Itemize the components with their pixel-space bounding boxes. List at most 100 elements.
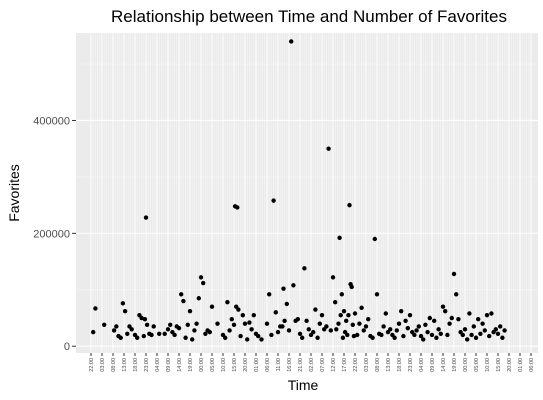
data-point <box>198 275 204 280</box>
data-point <box>374 292 380 297</box>
x-tick-label: 04:00 <box>155 358 161 372</box>
x-tick-label: 19:00 <box>452 358 458 372</box>
data-point <box>297 331 303 337</box>
data-point <box>125 331 130 337</box>
data-point <box>259 337 264 342</box>
data-point <box>168 322 173 327</box>
data-point <box>236 307 241 312</box>
x-tick-label: 07:00 <box>320 358 326 372</box>
data-point <box>352 311 358 316</box>
data-point <box>142 316 148 322</box>
x-tick-label: 13:00 <box>122 358 128 372</box>
x-axis: 22:00 03:00 08:00 13:00 18:00 23:00 04:00 09:00… <box>89 353 535 372</box>
data-point <box>407 312 413 318</box>
data-point <box>311 329 316 335</box>
data-point <box>498 324 503 329</box>
data-point <box>421 337 426 342</box>
x-tick-label: 18:00 <box>133 358 139 372</box>
data-point <box>357 321 362 326</box>
x-axis-title: Time <box>288 377 319 393</box>
x-tick-label: 05:00 <box>474 358 480 372</box>
data-point <box>363 324 369 329</box>
data-point <box>502 328 507 333</box>
data-point <box>172 332 177 338</box>
data-point <box>176 325 182 331</box>
data-point <box>203 331 208 337</box>
data-point <box>273 310 278 315</box>
data-point <box>478 331 483 337</box>
data-point <box>460 332 465 338</box>
data-point <box>333 300 338 305</box>
data-point <box>245 337 250 342</box>
data-point <box>151 324 156 329</box>
data-point <box>235 205 240 210</box>
x-tick-label: 00:00 <box>463 358 469 372</box>
data-point <box>418 333 424 339</box>
data-point <box>344 318 349 324</box>
data-point <box>394 328 399 333</box>
data-point <box>207 329 212 335</box>
data-point <box>482 328 487 333</box>
data-point <box>330 275 336 280</box>
data-point <box>185 322 190 327</box>
data-point <box>162 331 167 337</box>
data-point <box>190 337 195 342</box>
x-tick-label: 04:00 <box>419 358 425 372</box>
x-tick-label: 09:00 <box>166 358 172 372</box>
data-point <box>493 327 498 332</box>
data-point <box>449 315 454 321</box>
data-point <box>355 332 360 338</box>
data-point <box>282 318 287 324</box>
data-point <box>345 332 350 338</box>
data-point <box>281 286 286 291</box>
data-point <box>231 322 237 327</box>
x-tick-label: 22:00 <box>353 358 359 372</box>
x-tick-label: 03:00 <box>100 358 106 372</box>
data-point <box>434 335 439 340</box>
data-point <box>456 316 461 322</box>
data-point <box>432 318 437 324</box>
data-point <box>473 335 479 340</box>
data-point <box>141 333 146 339</box>
data-point <box>328 328 333 333</box>
x-tick-label: 20:00 <box>243 358 249 372</box>
x-tick-label: 23:00 <box>144 358 150 372</box>
data-point <box>149 332 154 338</box>
data-point <box>295 316 300 322</box>
data-point <box>336 321 341 326</box>
data-point <box>414 328 419 333</box>
data-point <box>372 236 377 242</box>
x-tick-label: 13:00 <box>386 358 392 372</box>
data-point <box>427 315 432 321</box>
x-tick-label: 12:00 <box>331 358 337 372</box>
data-point <box>242 321 248 326</box>
data-point <box>465 337 470 342</box>
data-point <box>359 305 364 311</box>
data-point <box>240 312 245 318</box>
data-point <box>469 332 474 338</box>
data-point <box>284 301 289 307</box>
data-point <box>291 283 296 288</box>
data-point <box>118 335 123 340</box>
data-point <box>227 328 232 333</box>
data-point <box>399 309 404 314</box>
data-point <box>209 304 215 309</box>
data-point <box>251 312 256 318</box>
data-point <box>280 324 285 329</box>
data-point <box>286 328 292 333</box>
data-point <box>416 324 421 329</box>
data-point <box>383 311 388 316</box>
plot-panel <box>76 33 538 353</box>
data-point <box>324 324 329 329</box>
data-point <box>275 329 281 335</box>
data-point <box>187 309 193 314</box>
data-point <box>229 316 234 322</box>
data-point <box>313 307 318 312</box>
x-tick-label: 01:00 <box>254 358 260 372</box>
x-tick-label: 14:00 <box>177 358 183 372</box>
data-point <box>480 321 485 326</box>
x-tick-label: 06:00 <box>265 358 271 372</box>
chart-title: Relationship between Time and Number of … <box>111 7 507 26</box>
data-point <box>289 39 294 44</box>
data-point <box>484 312 490 318</box>
